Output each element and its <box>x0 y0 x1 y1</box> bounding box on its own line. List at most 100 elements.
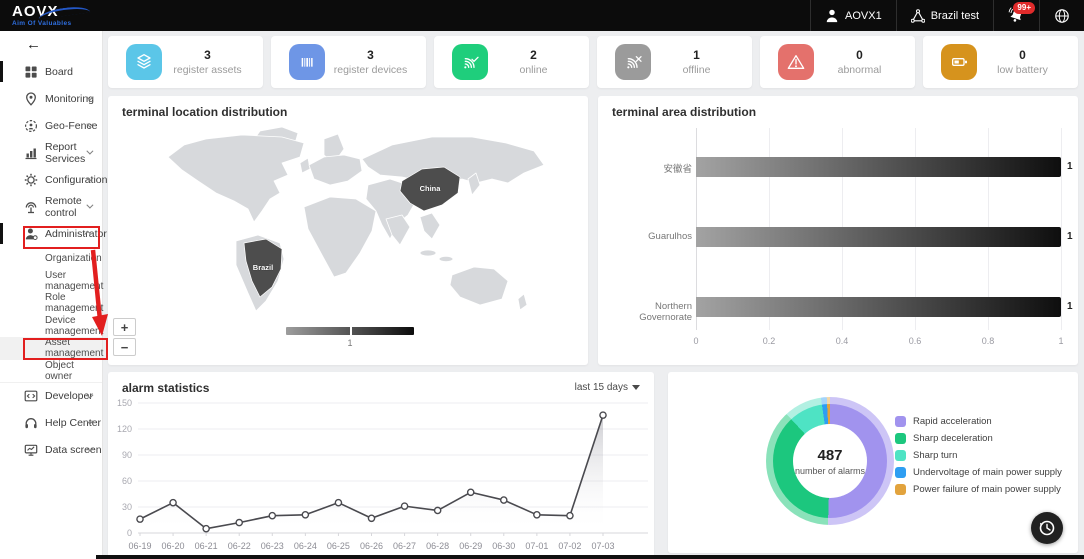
legend-swatch <box>895 467 906 478</box>
globe-icon <box>1055 8 1069 23</box>
sidebar-subitem-organization[interactable]: Organization <box>0 247 102 270</box>
stat-label: low battery <box>997 64 1048 76</box>
sidebar-item-report-services[interactable]: Report Services <box>0 139 102 166</box>
alarm-statistics-panel: 0 30 60 90 120 150 06-19 06-20 06-21 06-22 06-23 06… <box>108 372 654 559</box>
terminal-area-panel: terminal area distribution 0 0.2 0.4 0.6 0.8… <box>598 96 1078 365</box>
x-axis-date-label: 06-28 <box>426 541 449 551</box>
sidebar-item-administrator[interactable]: Administrator <box>0 220 107 247</box>
data-point <box>268 511 277 520</box>
sidebar-item-label: Board <box>45 65 74 78</box>
sidebar-subitem-object-owner[interactable]: Object owner <box>0 360 102 383</box>
x-axis-date-label: 06-29 <box>459 541 482 551</box>
organization-menu[interactable]: Brazil test <box>895 0 993 31</box>
brand-subtitle: Aim Of Valuables <box>12 19 72 27</box>
barcode-icon <box>289 44 325 80</box>
sidebar-item-label: Configuration <box>45 173 108 186</box>
stat-label: offline <box>682 64 711 76</box>
legend-item[interactable]: Rapid acceleration <box>895 416 1062 427</box>
sidebar-item-label: Report Services <box>45 140 86 165</box>
administrator-icon <box>25 228 38 240</box>
sidebar-item-data-screen[interactable]: Data screen <box>0 436 102 463</box>
stat-value: 3 <box>367 47 374 62</box>
data-point <box>466 488 475 497</box>
stat-value: 2 <box>530 47 537 62</box>
bar <box>696 157 1061 177</box>
x-axis-tick-label: 0.6 <box>908 336 922 346</box>
x-axis-date-label: 06-26 <box>360 541 383 551</box>
x-axis-date-label: 07-03 <box>591 541 614 551</box>
sidebar-item-label: Geo-Fence <box>45 119 98 132</box>
legend-item[interactable]: Power failure of main power supply <box>895 484 1062 495</box>
sidebar-subitem-label: Object owner <box>45 359 74 382</box>
legend-item[interactable]: Sharp deceleration <box>895 433 1062 444</box>
sidebar-subitem-role-management[interactable]: Role management <box>0 292 103 315</box>
stat-value: 0 <box>856 47 863 62</box>
sidebar-item-label: Data screen <box>45 443 102 456</box>
gear-icon <box>24 173 38 186</box>
x-axis-date-label: 06-23 <box>261 541 284 551</box>
map-zoom-out-button[interactable]: − <box>113 338 136 356</box>
sidebar-subitem-asset-management[interactable]: Asset management <box>0 337 103 360</box>
organization-icon <box>910 8 925 23</box>
date-range-dropdown[interactable]: last 15 days <box>575 382 640 393</box>
header-actions: AOVX1 Brazil test 99+ <box>810 0 1084 31</box>
stat-card-register-assets: 3 register assets <box>108 36 263 88</box>
bar-category-label: Guarulhos <box>648 231 692 242</box>
data-point <box>499 496 508 504</box>
x-axis-date-label: 06-30 <box>492 541 515 551</box>
map-zoom-in-button[interactable]: + <box>113 318 136 336</box>
panel-title: terminal location distribution <box>122 105 288 119</box>
sidebar-item-monitoring[interactable]: Monitoring <box>0 85 102 112</box>
map-country-brazil[interactable] <box>243 238 283 298</box>
language-button[interactable] <box>1039 0 1084 31</box>
antenna-icon <box>25 201 37 213</box>
bar-category-label: Northern Governorate <box>639 301 692 323</box>
dropdown-arrow-icon <box>632 385 640 390</box>
user-menu[interactable]: AOVX1 <box>810 0 896 31</box>
sidebar-subitem-device-management[interactable]: Device management <box>0 315 103 338</box>
sidebar-item-help-center[interactable]: Help Center <box>0 409 102 436</box>
x-axis-date-label: 07-01 <box>525 541 548 551</box>
sidebar-item-geo-fence[interactable]: Geo-Fence <box>0 112 102 139</box>
legend-swatch <box>895 433 906 444</box>
legend-item[interactable]: Undervoltage of main power supply <box>895 467 1062 478</box>
map-country-china[interactable] <box>399 166 461 212</box>
bottom-edge-strip <box>96 555 1084 559</box>
sidebar-item-label: Remote control <box>45 194 82 219</box>
sidebar-collapse-button[interactable]: ← <box>0 31 102 58</box>
sidebar-item-board[interactable]: Board <box>0 58 102 85</box>
data-point <box>367 514 376 523</box>
x-axis-date-label: 06-19 <box>128 541 151 551</box>
x-axis-tick-label: 1 <box>1058 336 1064 346</box>
data-point <box>235 518 244 527</box>
stat-label: online <box>519 64 548 76</box>
bar-value-label: 1 <box>1067 231 1073 242</box>
organization-label: Brazil test <box>930 9 979 22</box>
sidebar-item-remote-control[interactable]: Remote control <box>0 193 102 220</box>
y-axis-tick-label: 30 <box>122 502 132 512</box>
stat-text: 3 register assets <box>162 47 263 77</box>
sidebar-item-configuration[interactable]: Configuration <box>0 166 107 193</box>
legend-swatch <box>895 450 906 461</box>
sidebar-item-developer[interactable]: Developer <box>0 382 102 409</box>
history-float-button[interactable] <box>1031 512 1063 544</box>
sidebar-subitem-user-management[interactable]: User management <box>0 270 103 293</box>
bar-row: 1 <box>696 157 1073 177</box>
y-axis-tick-label: 90 <box>122 450 132 460</box>
map-scale-value: 1 <box>347 338 353 348</box>
notifications-button[interactable]: 99+ <box>993 0 1039 31</box>
signal-online-icon <box>452 44 488 80</box>
sidebar-navigation: ← Board Monitoring Geo-Fence Report Serv… <box>0 31 107 559</box>
x-axis-date-label: 06-20 <box>162 541 185 551</box>
brand-title: AOVX <box>12 2 59 20</box>
stat-card-offline: 1 offline <box>597 36 752 88</box>
data-point <box>599 411 607 419</box>
geo-fence-icon <box>24 119 38 132</box>
stat-value: 0 <box>1019 47 1026 62</box>
sidebar-item-label: Monitoring <box>45 92 95 105</box>
y-axis-tick-label: 60 <box>122 476 132 486</box>
stat-label: register devices <box>333 64 408 76</box>
legend-item[interactable]: Sharp turn <box>895 450 1062 461</box>
bar-chart-plot: 0 0.2 0.4 0.6 0.8 1 安徽省 1 Guarulhos 1 Northern Gov… <box>639 128 1073 346</box>
